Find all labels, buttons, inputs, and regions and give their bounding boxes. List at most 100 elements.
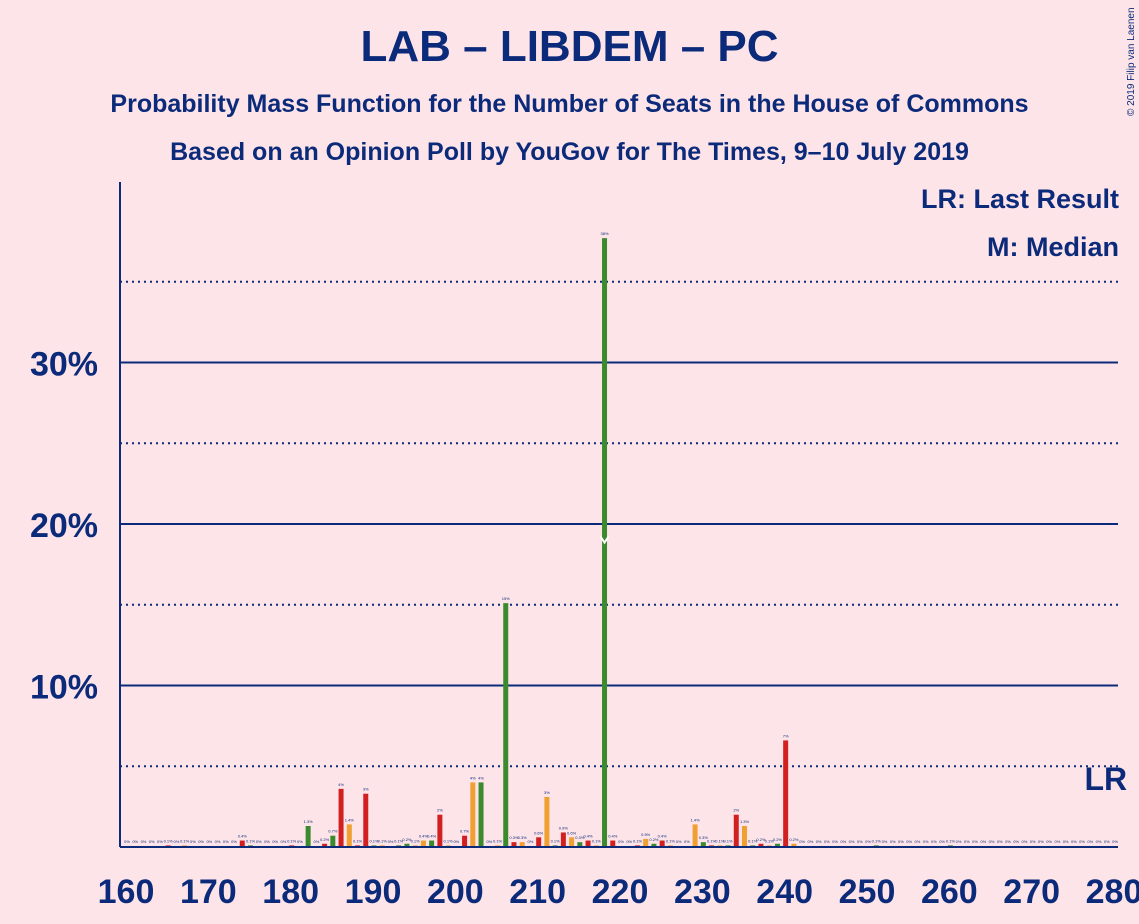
bar-label-174: 0.4%	[238, 834, 248, 839]
bar-label-195: 0.1%	[411, 838, 421, 843]
bar-211	[544, 796, 550, 847]
bar-224	[651, 843, 657, 847]
bar-label-177: 0%	[264, 839, 270, 844]
bar-182	[305, 826, 311, 847]
bar-label-259: 0%	[939, 839, 945, 844]
x-tick-label-230: 230	[674, 873, 731, 911]
bar-label-211: 3%	[544, 790, 550, 795]
bar-203	[478, 782, 484, 847]
bar-label-167: 0.1%	[180, 838, 190, 843]
bar-label-232: 0.1%	[715, 838, 725, 843]
bar-label-228: 0%	[684, 839, 690, 844]
x-tick-label-200: 200	[427, 873, 484, 911]
legend-last-result: LR: Last Result	[920, 184, 1119, 214]
bar-label-181: 0%	[297, 839, 303, 844]
x-tick-label-210: 210	[509, 873, 566, 911]
bar-label-214: 0.6%	[567, 830, 577, 835]
bar-label-224: 0.2%	[649, 837, 659, 842]
bar-label-264: 0%	[980, 839, 986, 844]
bar-label-256: 0%	[915, 839, 921, 844]
bar-label-161: 0%	[132, 839, 138, 844]
bar-label-255: 0%	[906, 839, 912, 844]
y-tick-label-10: 10%	[30, 669, 98, 707]
bar-label-276: 0%	[1079, 839, 1085, 844]
bar-label-273: 0%	[1054, 839, 1060, 844]
bar-label-178: 0%	[272, 839, 278, 844]
bar-label-266: 0%	[997, 839, 1003, 844]
bar-label-222: 0.1%	[633, 838, 643, 843]
bar-label-200: 0%	[453, 839, 459, 844]
bar-label-270: 0%	[1030, 839, 1036, 844]
bar-216	[585, 840, 591, 847]
bar-label-249: 0%	[857, 839, 863, 844]
bar-label-253: 0%	[890, 839, 896, 844]
x-tick-label-190: 190	[345, 873, 402, 911]
bar-label-205: 0.1%	[493, 838, 503, 843]
bar-label-216: 0.4%	[584, 834, 594, 839]
chart-source-subtitle: Based on an Opinion Poll by YouGov for T…	[170, 138, 969, 166]
bar-label-176: 0%	[256, 839, 262, 844]
bar-label-250: 0%	[865, 839, 871, 844]
bar-label-182: 1.3%	[304, 819, 314, 824]
bar-label-217: 0.1%	[592, 838, 602, 843]
chart-subtitle: Probability Mass Function for the Number…	[110, 90, 1029, 118]
bar-label-225: 0.4%	[658, 834, 668, 839]
bar-label-220: 0%	[618, 839, 624, 844]
bar-label-234: 2%	[733, 808, 739, 813]
bar-label-197: 0.4%	[427, 834, 437, 839]
bar-237	[758, 843, 764, 847]
bar-label-219: 0.4%	[608, 834, 618, 839]
bar-label-163: 0%	[149, 839, 155, 844]
bar-196	[420, 840, 426, 847]
bar-label-185: 0.7%	[328, 829, 338, 834]
bar-label-245: 0%	[824, 839, 830, 844]
bar-240	[783, 740, 789, 847]
bar-label-179: 0%	[281, 839, 287, 844]
legend-median: M: Median	[987, 232, 1119, 262]
bar-label-241: 0.2%	[789, 837, 799, 842]
bar-label-243: 0%	[807, 839, 813, 844]
bar-label-230: 0.3%	[699, 835, 709, 840]
x-tick-label-240: 240	[756, 873, 813, 911]
bar-label-223: 0.5%	[641, 832, 651, 837]
bar-230	[700, 842, 706, 847]
bar-label-229: 1.4%	[691, 817, 701, 822]
bar-label-226: 0.1%	[666, 838, 676, 843]
bar-label-233: 0.1%	[723, 838, 733, 843]
bar-label-261: 0%	[956, 839, 962, 844]
bar-198	[437, 814, 443, 847]
bar-241	[791, 843, 797, 847]
bar-label-251: 0.1%	[872, 838, 882, 843]
bar-label-206: 15%	[502, 596, 510, 601]
x-tick-label-180: 180	[262, 873, 319, 911]
bar-label-265: 0%	[989, 839, 995, 844]
bar-label-180: 0.1%	[287, 838, 297, 843]
bar-label-258: 0%	[931, 839, 937, 844]
bar-189	[363, 793, 369, 847]
bar-label-190: 0.1%	[369, 838, 379, 843]
bar-202	[470, 782, 476, 847]
bar-label-203: 4%	[478, 775, 484, 780]
bar-label-162: 0%	[141, 839, 147, 844]
bar-label-199: 0.1%	[444, 838, 454, 843]
bar-label-262: 0%	[964, 839, 970, 844]
bar-213	[560, 832, 566, 847]
bar-label-170: 0%	[206, 839, 212, 844]
bar-label-201: 0.7%	[460, 829, 470, 834]
bar-label-196: 0.4%	[419, 834, 429, 839]
y-tick-label-30: 30%	[30, 346, 98, 384]
bar-label-204: 0%	[486, 839, 492, 844]
bar-label-172: 0%	[223, 839, 229, 844]
y-tick-label-20: 20%	[30, 507, 98, 545]
x-tick-label-260: 260	[921, 873, 978, 911]
bar-label-257: 0%	[923, 839, 929, 844]
bar-label-272: 0%	[1046, 839, 1052, 844]
bar-label-267: 0%	[1005, 839, 1011, 844]
bar-label-166: 0%	[174, 839, 180, 844]
bar-label-240: 7%	[783, 733, 789, 738]
bar-label-186: 4%	[338, 782, 344, 787]
x-tick-label-220: 220	[592, 873, 649, 911]
bar-label-169: 0%	[198, 839, 204, 844]
bar-label-246: 0%	[832, 839, 838, 844]
